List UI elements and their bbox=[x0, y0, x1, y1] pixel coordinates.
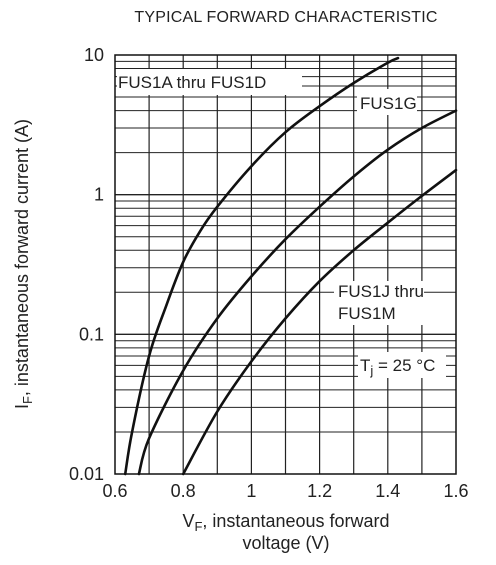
x-axis-label-line1: VF, instantaneous forward bbox=[182, 511, 389, 534]
plot-frame bbox=[114, 54, 457, 475]
x-tick-label: 1.6 bbox=[443, 481, 468, 501]
curves bbox=[123, 56, 458, 476]
y-tick-label: 1 bbox=[94, 185, 104, 205]
label-temperature: Tj = 25 °C bbox=[360, 356, 435, 378]
y-tick-labels: 0.01 0.1 1 10 bbox=[69, 45, 104, 484]
y-tick-label: 10 bbox=[84, 45, 104, 65]
x-tick-label: 1.2 bbox=[307, 481, 332, 501]
x-tick-label: 0.6 bbox=[102, 481, 127, 501]
label-fus1g: FUS1G bbox=[360, 94, 417, 113]
x-tick-labels: 0.6 0.8 1 1.2 1.4 1.6 bbox=[102, 481, 468, 501]
x-tick-label: 1.4 bbox=[375, 481, 400, 501]
label-fus1j-line2: FUS1M bbox=[338, 304, 396, 323]
grid bbox=[115, 55, 456, 474]
label-bg-fus1j bbox=[334, 281, 424, 325]
y-tick-label: 0.1 bbox=[79, 324, 104, 344]
y-axis-label: IF, instantaneous forward current (A) bbox=[12, 119, 35, 409]
chart-title: TYPICAL FORWARD CHARACTERISTIC bbox=[134, 9, 437, 26]
series-line-2 bbox=[137, 109, 458, 476]
label-bg-fus1g bbox=[357, 89, 417, 115]
label-bg-temp bbox=[358, 352, 446, 378]
label-fus1j-line1: FUS1J thru bbox=[338, 282, 424, 301]
series-line-1 bbox=[123, 56, 400, 476]
y-tick-label: 0.01 bbox=[69, 464, 104, 484]
label-fus1a-fus1d: FUS1A thru FUS1D bbox=[118, 73, 266, 92]
x-axis-label-line2: voltage (V) bbox=[242, 533, 329, 553]
label-bg-fus1a bbox=[117, 69, 302, 95]
x-tick-label: 0.8 bbox=[171, 481, 196, 501]
x-tick-label: 1 bbox=[246, 481, 256, 501]
series-line-3 bbox=[181, 168, 458, 476]
